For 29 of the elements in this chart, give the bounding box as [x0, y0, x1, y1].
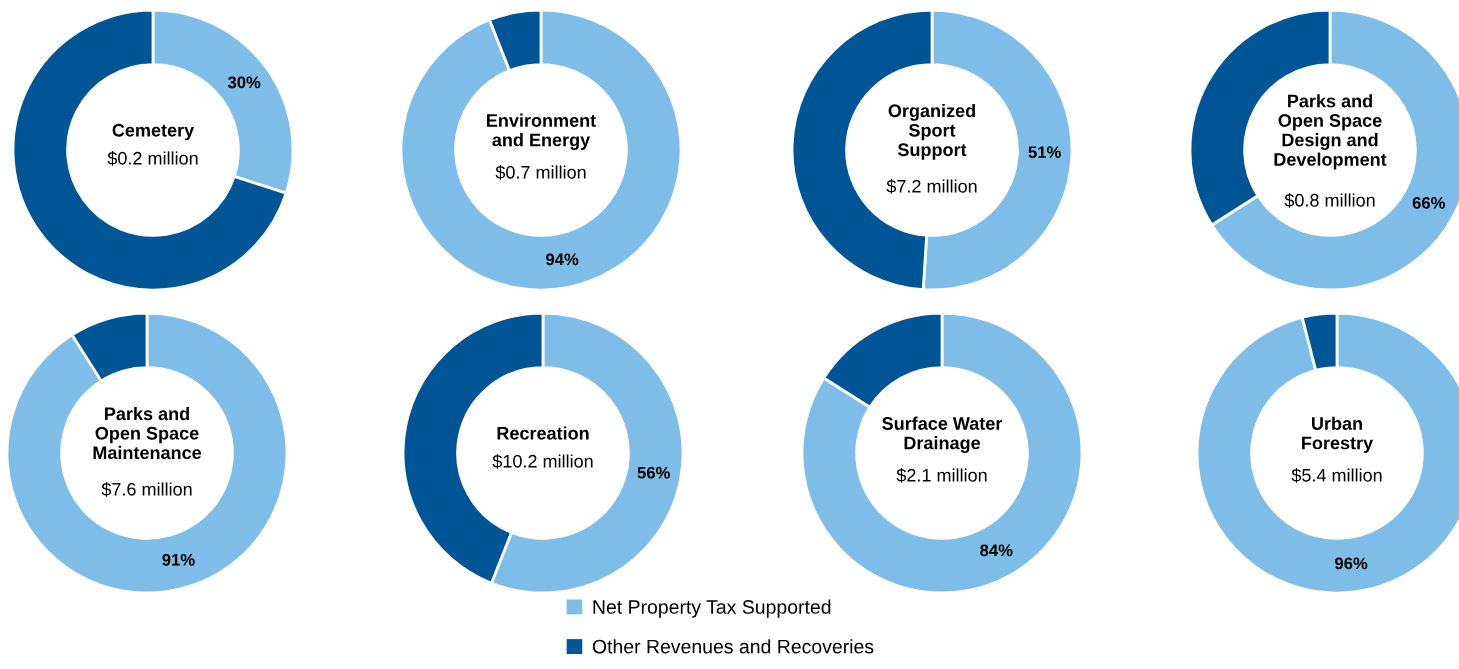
donut-slice [5, 311, 289, 595]
data-label: 30% [227, 76, 261, 89]
text: Environment and Energy [487, 113, 596, 150]
data-label: 84% [980, 544, 1013, 557]
data-label: 96% [1335, 557, 1368, 570]
data-label: 91% [162, 553, 195, 566]
data-label: 56% [637, 466, 670, 479]
text: Urban Forestry [1302, 416, 1374, 453]
text: Surface Water Drainage [882, 416, 1003, 453]
text: $0.2 million [107, 151, 198, 166]
donut-slice [800, 311, 1084, 595]
text: Parks and Open Space Design and Development [1274, 94, 1387, 170]
text: $5.4 million [1291, 468, 1382, 483]
text: Cemetery [112, 123, 195, 141]
legend-label: Other Revenues and Recoveries [592, 639, 874, 654]
text: $2.1 million [896, 468, 987, 483]
text: $10.2 million [492, 454, 593, 469]
text: Parks and Open Space Maintenance [93, 406, 202, 460]
data-label: 51% [1028, 146, 1061, 159]
text: $0.7 million [495, 165, 586, 180]
donut-slice [399, 8, 683, 292]
text: Recreation [497, 426, 589, 440]
data-label: 66% [1412, 196, 1445, 209]
legend-label: Net Property Tax Supported [593, 599, 831, 618]
text: $0.8 million [1284, 193, 1375, 208]
text: $7.6 million [101, 482, 192, 497]
text: Organized Sport Support [888, 103, 975, 160]
text: $7.2 million [886, 179, 977, 194]
data-label: 94% [546, 253, 579, 266]
